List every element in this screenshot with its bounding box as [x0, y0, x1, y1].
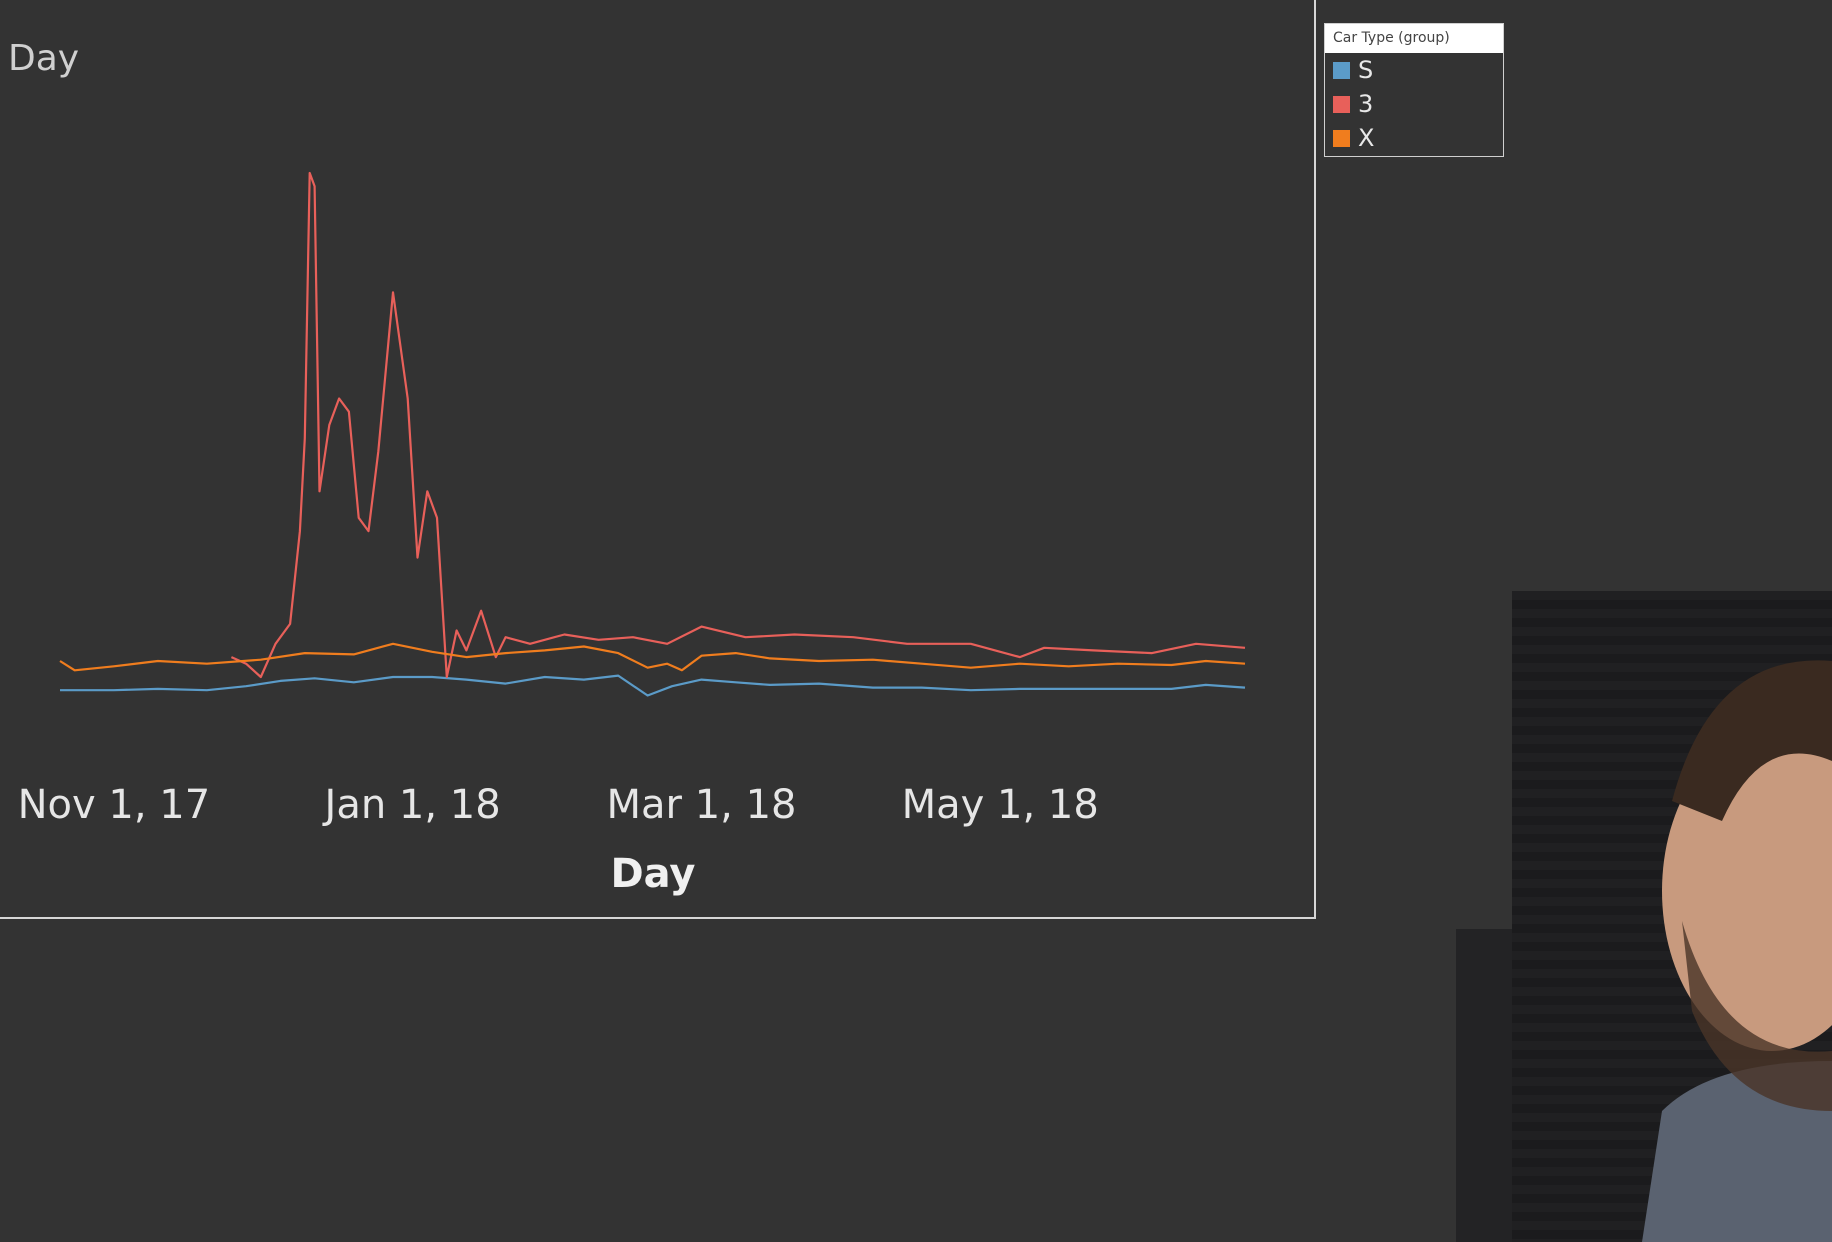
- legend-title: Car Type (group): [1325, 24, 1503, 53]
- legend-label: S: [1358, 56, 1374, 84]
- webcam-border: [1456, 929, 1512, 1242]
- presenter-silhouette: [1512, 591, 1832, 1242]
- legend-swatch: [1333, 61, 1350, 79]
- legend-swatch: [1333, 129, 1350, 147]
- series-line-3: [230, 171, 1246, 679]
- x-tick-labels: Nov 1, 17 Jan 1, 18 Mar 1, 18 May 1, 18: [18, 782, 1099, 828]
- series-line-s: [60, 674, 1246, 697]
- x-tick-label: Nov 1, 17: [18, 782, 211, 828]
- series-layer: [59, 171, 1246, 697]
- x-tick-label: Jan 1, 18: [322, 782, 501, 828]
- line-chart: Nov 1, 17 Jan 1, 18 Mar 1, 18 May 1, 18 Day: [18, 171, 1246, 897]
- legend-label: X: [1358, 124, 1375, 152]
- legend-label: 3: [1358, 90, 1374, 118]
- webcam-video: [1512, 591, 1832, 1242]
- legend-item-x[interactable]: X: [1325, 121, 1503, 155]
- legend[interactable]: Car Type (group) S 3 X: [1324, 23, 1504, 157]
- legend-swatch: [1333, 95, 1350, 113]
- series-line-x: [59, 642, 1246, 672]
- chart-frame: Day Nov 1, 17 Jan 1, 18 Mar 1, 18 May 1, 18…: [0, 0, 1316, 919]
- x-axis-title: Day: [610, 851, 695, 897]
- legend-item-3[interactable]: 3: [1325, 87, 1503, 121]
- x-tick-label: May 1, 18: [902, 782, 1099, 828]
- chart-title: Day: [8, 38, 80, 79]
- x-tick-label: Mar 1, 18: [607, 782, 797, 828]
- legend-item-s[interactable]: S: [1325, 53, 1503, 87]
